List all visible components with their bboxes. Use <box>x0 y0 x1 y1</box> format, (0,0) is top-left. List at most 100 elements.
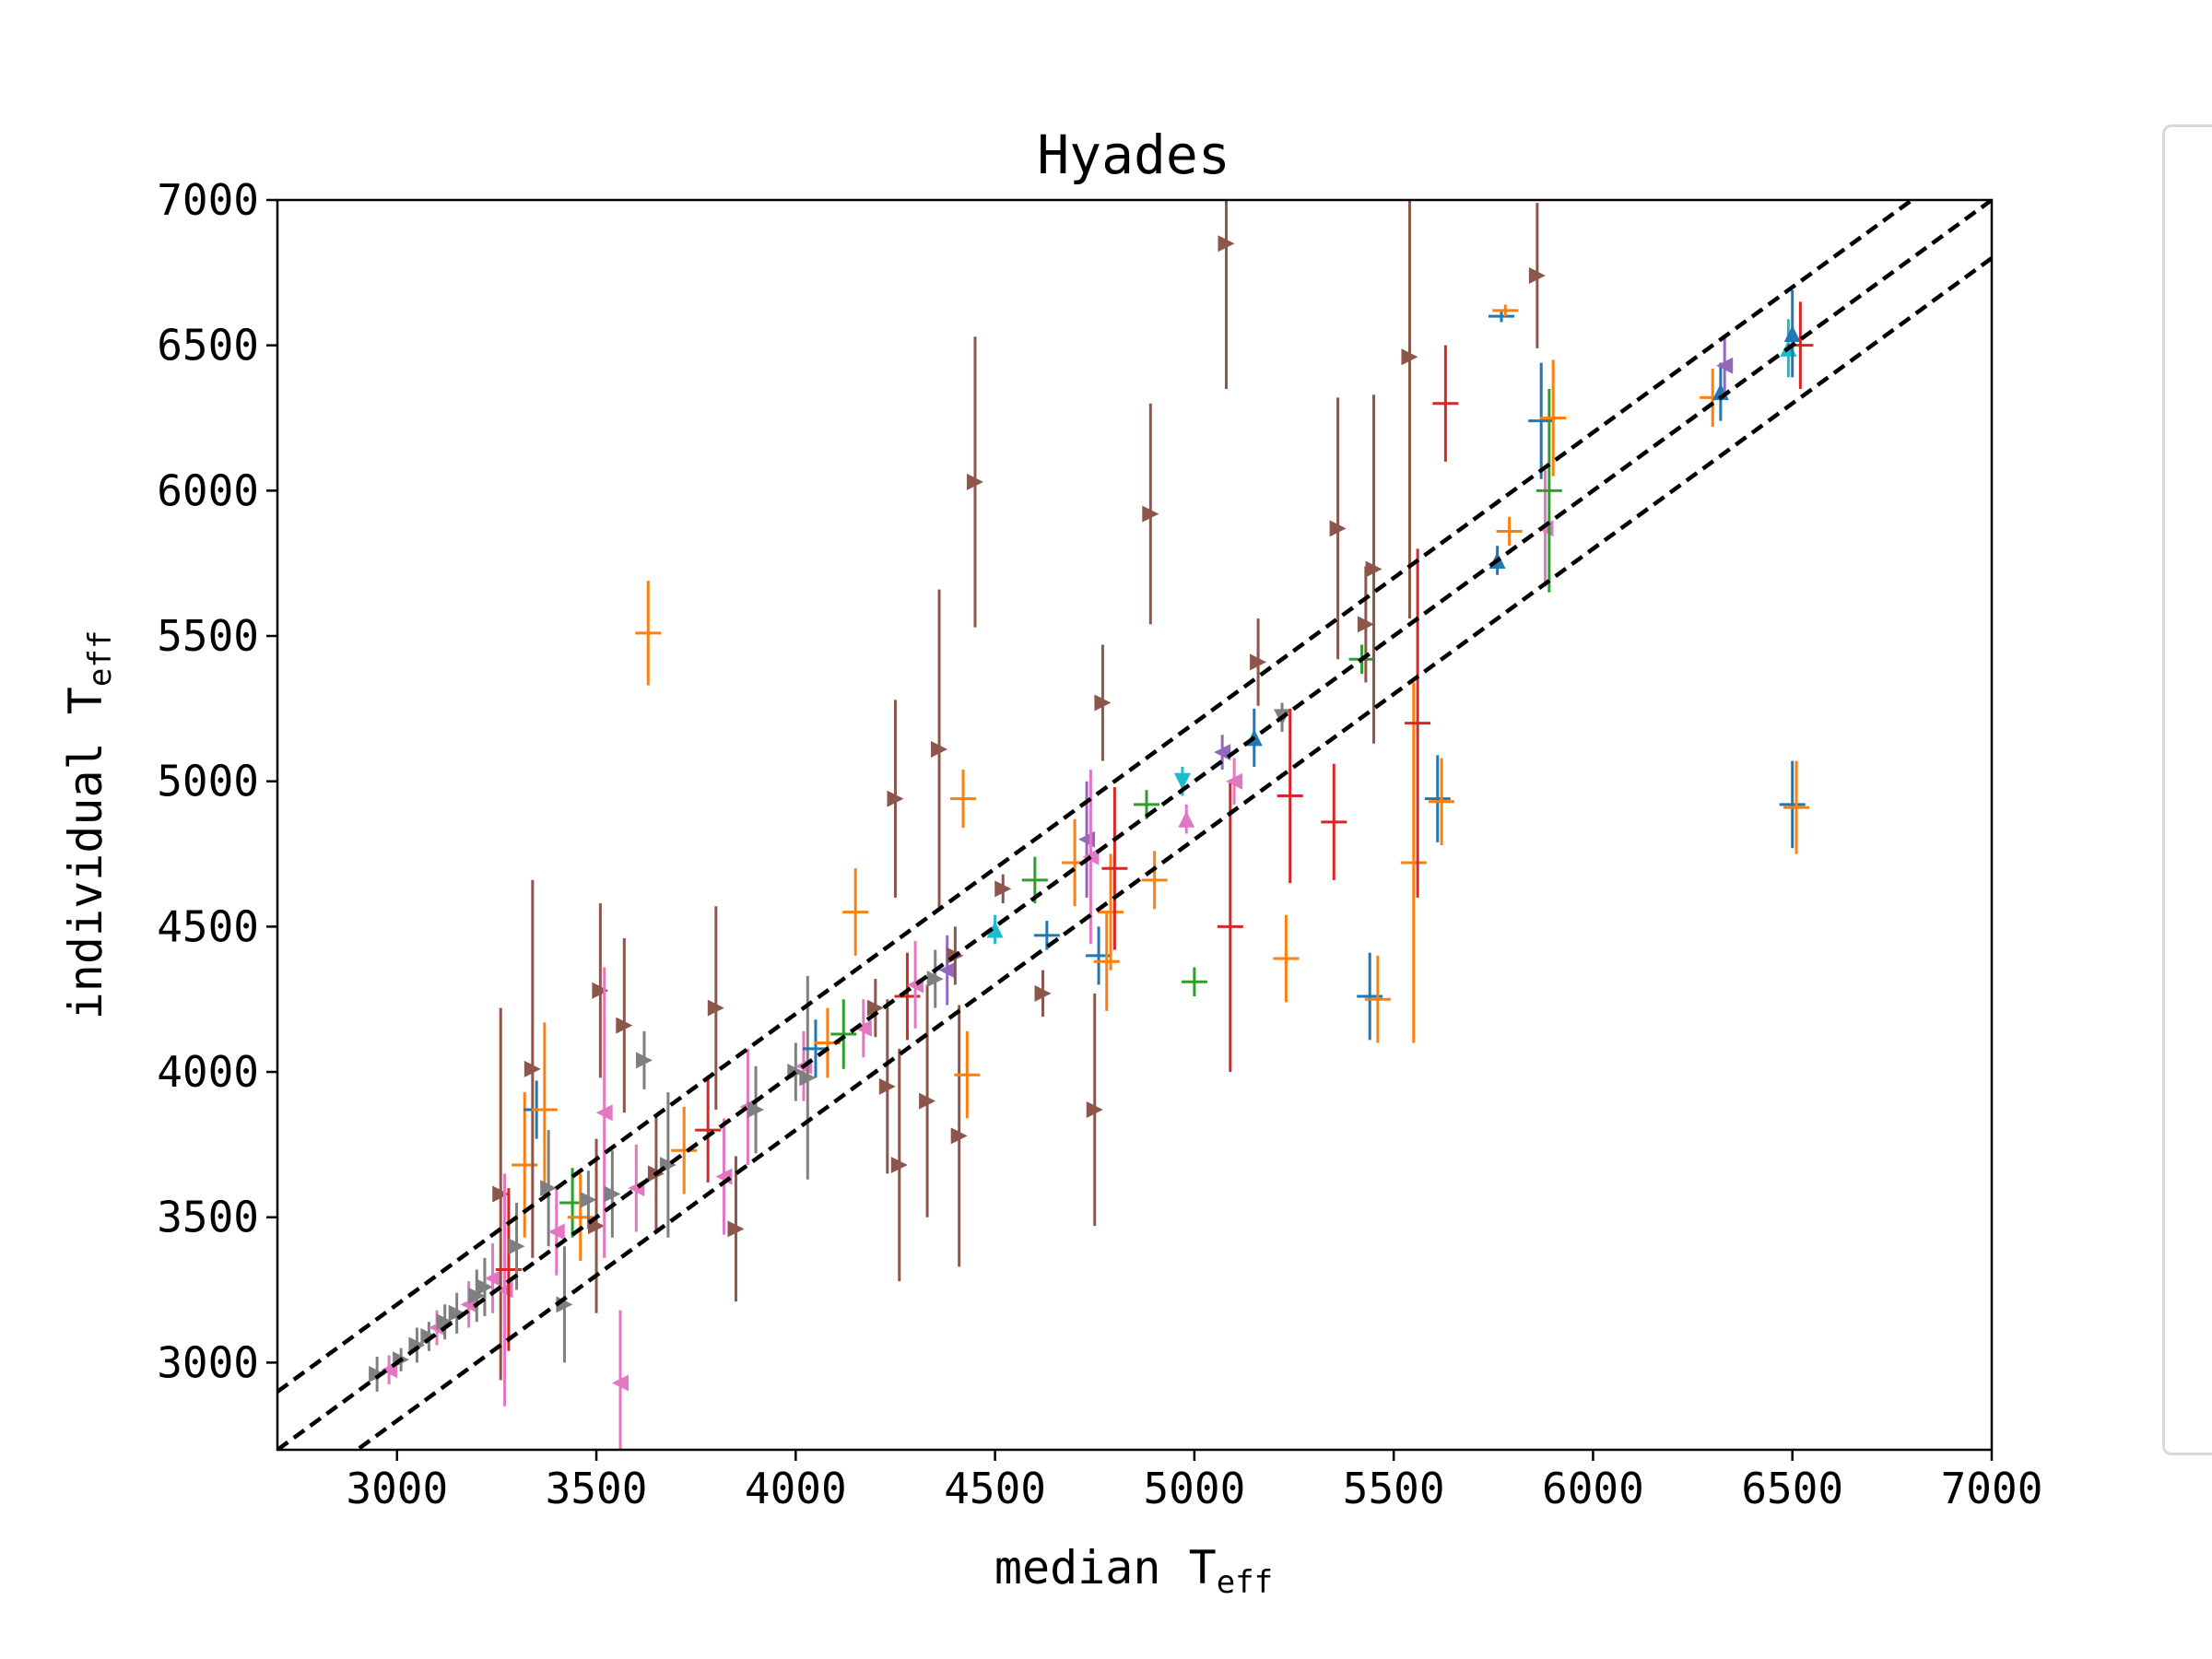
data-point <box>1082 770 1100 945</box>
point-marker <box>727 1220 745 1238</box>
point-marker <box>1783 325 1801 343</box>
point-marker <box>887 790 904 807</box>
data-point <box>1094 644 1112 761</box>
reference-line <box>277 200 1916 1394</box>
data-point <box>919 984 936 1218</box>
data-point <box>1214 735 1231 771</box>
data-point <box>1277 708 1303 884</box>
point-marker <box>1173 772 1191 790</box>
data-point <box>878 999 896 1174</box>
data-point <box>966 336 983 628</box>
data-point <box>1078 781 1096 898</box>
y-tick-label: 4500 <box>157 901 259 951</box>
data-point <box>592 903 609 1078</box>
point-marker <box>1250 653 1267 671</box>
point-marker <box>612 1374 629 1392</box>
point-marker <box>484 1269 501 1287</box>
data-point <box>1783 289 1801 378</box>
point-marker <box>1082 848 1100 865</box>
data-point <box>1357 566 1374 683</box>
data-point <box>1217 781 1243 1073</box>
data-point <box>659 1092 677 1238</box>
x-tick-label: 5500 <box>1343 1464 1445 1513</box>
data-point <box>436 1304 453 1340</box>
data-point <box>954 1030 981 1119</box>
data-point <box>476 1257 493 1316</box>
point-marker <box>580 1191 597 1208</box>
data-point <box>531 1022 558 1197</box>
data-point <box>1226 758 1243 805</box>
data-point <box>1432 345 1459 462</box>
point-marker <box>592 982 609 999</box>
data-point <box>484 1243 501 1313</box>
data-point <box>890 1048 908 1282</box>
point-marker <box>508 1238 525 1255</box>
point-marker <box>635 1052 653 1069</box>
y-tick-label: 3500 <box>157 1193 259 1242</box>
data-point <box>628 1144 645 1232</box>
point-marker <box>436 1313 453 1331</box>
point-marker <box>1716 357 1734 374</box>
y-axis-title: individual Teff <box>59 630 119 1020</box>
point-marker <box>866 999 884 1017</box>
point-marker <box>595 1104 613 1122</box>
data-point <box>695 1077 722 1182</box>
data-point <box>612 1310 629 1450</box>
chart-title: Hyades <box>1037 124 1230 186</box>
data-point <box>1528 203 1546 348</box>
x-axis-title: median Teff <box>994 1541 1273 1601</box>
data-point <box>448 1292 465 1334</box>
plot-frame <box>276 198 1994 1452</box>
point-marker <box>547 1223 565 1241</box>
point-marker <box>1528 266 1546 284</box>
data-point <box>595 967 613 1258</box>
data-point <box>1405 548 1431 898</box>
point-marker <box>616 1017 633 1034</box>
reference-line <box>277 200 1992 1450</box>
y-tick-label: 5000 <box>157 757 259 806</box>
data-point <box>1093 912 1120 1011</box>
point-marker <box>1142 505 1159 523</box>
x-tick-label: 3000 <box>346 1464 448 1513</box>
point-marker <box>994 880 1012 898</box>
point-marker <box>540 1180 558 1197</box>
point-marker <box>448 1304 465 1322</box>
data-point <box>1401 200 1418 619</box>
data-point <box>707 906 724 1111</box>
data-point <box>635 1030 653 1089</box>
y-tick-label: 6500 <box>157 321 259 371</box>
point-marker <box>878 1077 896 1095</box>
x-axis: 3000 3500 4000 4500 5000 5500 6000 6500 7000 <box>346 1450 2042 1513</box>
point-marker <box>1086 1101 1103 1119</box>
point-marker <box>926 971 944 988</box>
data-point <box>1779 760 1806 849</box>
reference-lines <box>277 200 1992 1450</box>
point-marker <box>604 1185 621 1203</box>
data-point <box>616 937 633 1113</box>
data-point <box>1141 851 1168 910</box>
data-point <box>1181 967 1207 997</box>
x-tick-label: 4500 <box>944 1464 1046 1513</box>
x-tick-label: 6500 <box>1741 1464 1843 1513</box>
data-point <box>950 770 976 829</box>
data-marks <box>369 200 1814 1450</box>
point-marker <box>1226 772 1243 790</box>
point-marker <box>919 1092 936 1110</box>
point-marker <box>524 1060 541 1077</box>
data-point <box>1716 336 1734 395</box>
point-marker <box>966 473 983 490</box>
data-point <box>1429 758 1455 846</box>
point-marker <box>1218 235 1235 253</box>
data-point <box>1273 914 1300 1003</box>
data-point <box>986 914 1004 945</box>
data-point <box>468 1269 486 1323</box>
data-point <box>1540 359 1567 477</box>
point-marker <box>1094 694 1112 712</box>
data-point <box>994 874 1012 904</box>
data-point <box>547 1188 565 1276</box>
point-marker <box>799 1069 817 1087</box>
data-point <box>1496 516 1523 547</box>
data-point <box>931 589 948 910</box>
data-point <box>1535 388 1562 593</box>
